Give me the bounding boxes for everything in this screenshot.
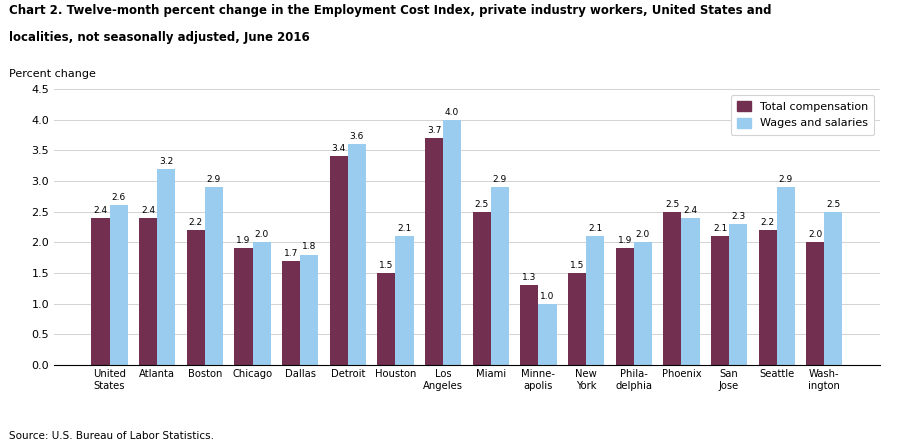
Bar [282, 261, 300, 365]
Legend: Total compensation, Wages and salaries: Total compensation, Wages and salaries [731, 94, 875, 135]
Text: 1.3: 1.3 [523, 273, 537, 282]
Text: 1.8: 1.8 [302, 243, 316, 251]
Bar [187, 230, 205, 365]
Text: 3.6: 3.6 [349, 132, 364, 141]
Bar [443, 120, 462, 365]
Text: 1.5: 1.5 [570, 261, 585, 270]
Bar [205, 187, 223, 365]
Text: 2.9: 2.9 [493, 175, 507, 184]
Bar [759, 230, 777, 365]
Text: 2.4: 2.4 [683, 206, 698, 214]
Bar [777, 187, 795, 365]
Bar [568, 273, 586, 365]
Bar [491, 187, 509, 365]
Bar [234, 248, 252, 365]
Bar [539, 303, 557, 365]
Text: 3.7: 3.7 [427, 126, 441, 135]
Text: 2.1: 2.1 [398, 224, 411, 233]
Text: 1.0: 1.0 [541, 291, 555, 300]
Text: 2.0: 2.0 [254, 230, 269, 239]
Text: 2.3: 2.3 [731, 212, 745, 221]
Text: Percent change: Percent change [9, 69, 96, 79]
Text: Chart 2. Twelve-month percent change in the Employment Cost Index, private indus: Chart 2. Twelve-month percent change in … [9, 4, 771, 17]
Text: 1.7: 1.7 [284, 249, 298, 258]
Bar [664, 212, 682, 365]
Text: 4.0: 4.0 [445, 108, 459, 117]
Bar [682, 218, 700, 365]
Bar [520, 285, 539, 365]
Bar [252, 242, 270, 365]
Bar [586, 236, 604, 365]
Text: 2.0: 2.0 [808, 230, 823, 239]
Bar [330, 157, 348, 365]
Bar [634, 242, 652, 365]
Bar [806, 242, 824, 365]
Text: 2.6: 2.6 [111, 194, 126, 202]
Text: 2.0: 2.0 [636, 230, 650, 239]
Text: Source: U.S. Bureau of Labor Statistics.: Source: U.S. Bureau of Labor Statistics. [9, 431, 214, 441]
Bar [616, 248, 634, 365]
Bar [300, 255, 318, 365]
Text: 2.1: 2.1 [588, 224, 603, 233]
Bar [824, 212, 842, 365]
Text: 2.5: 2.5 [475, 199, 489, 209]
Text: 2.4: 2.4 [141, 206, 155, 214]
Text: 2.9: 2.9 [779, 175, 793, 184]
Text: 1.9: 1.9 [618, 236, 632, 245]
Bar [139, 218, 157, 365]
Bar [110, 206, 128, 365]
Text: 2.5: 2.5 [665, 199, 680, 209]
Bar [395, 236, 414, 365]
Bar [348, 144, 365, 365]
Text: 2.9: 2.9 [207, 175, 221, 184]
Text: localities, not seasonally adjusted, June 2016: localities, not seasonally adjusted, Jun… [9, 31, 310, 44]
Bar [472, 212, 491, 365]
Text: 2.4: 2.4 [93, 206, 108, 214]
Text: 1.9: 1.9 [236, 236, 251, 245]
Bar [711, 236, 729, 365]
Text: 1.5: 1.5 [379, 261, 393, 270]
Text: 2.2: 2.2 [761, 218, 775, 227]
Bar [729, 224, 747, 365]
Bar [377, 273, 395, 365]
Bar [92, 218, 110, 365]
Text: 3.4: 3.4 [331, 144, 346, 154]
Bar [157, 169, 175, 365]
Text: 2.2: 2.2 [189, 218, 203, 227]
Text: 3.2: 3.2 [159, 157, 173, 166]
Text: 2.5: 2.5 [826, 199, 841, 209]
Bar [425, 138, 443, 365]
Text: 2.1: 2.1 [713, 224, 727, 233]
